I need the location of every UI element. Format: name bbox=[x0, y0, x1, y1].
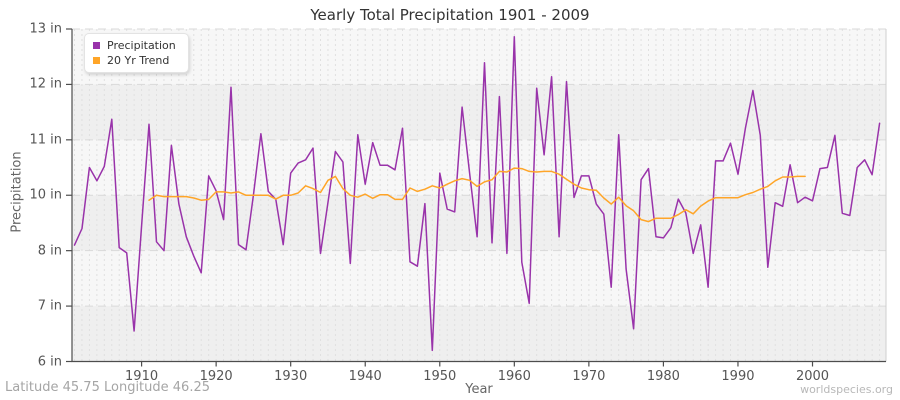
y-tick-label: 13 in bbox=[29, 21, 62, 37]
x-tick-label: 1920 bbox=[199, 369, 233, 384]
trend-swatch-icon bbox=[93, 57, 100, 64]
x-tick-label: 1950 bbox=[423, 369, 457, 384]
watermark-label: worldspecies.org bbox=[800, 383, 893, 396]
x-tick-label: 2000 bbox=[795, 369, 830, 384]
x-tick-label: 1980 bbox=[646, 369, 680, 384]
plot-band bbox=[72, 84, 886, 140]
y-tick-label: 10 in bbox=[29, 187, 62, 203]
precipitation-swatch-icon bbox=[93, 42, 100, 49]
legend-label: 20 Yr Trend bbox=[107, 54, 170, 67]
x-tick-label: 1930 bbox=[274, 369, 308, 384]
legend-item-trend: 20 Yr Trend bbox=[93, 53, 176, 68]
legend-label: Precipitation bbox=[107, 39, 176, 52]
plot-band bbox=[72, 306, 886, 362]
y-tick-label: 6 in bbox=[37, 354, 62, 369]
plot-band bbox=[72, 250, 886, 307]
x-tick-label: 1970 bbox=[572, 369, 606, 384]
y-tick-label: 12 in bbox=[29, 76, 62, 92]
x-tick-label: 1960 bbox=[497, 369, 531, 384]
y-tick-label: 7 in bbox=[37, 298, 62, 314]
legend-box: Precipitation 20 Yr Trend bbox=[84, 33, 189, 73]
coordinates-label: Latitude 45.75 Longitude 46.25 bbox=[5, 380, 210, 395]
precipitation-line bbox=[73, 36, 881, 352]
x-tick-label: 1940 bbox=[348, 369, 382, 384]
x-axis-title: Year bbox=[465, 382, 493, 397]
y-tick-label: 11 in bbox=[29, 132, 62, 148]
chart-title: Yearly Total Precipitation 1901 - 2009 bbox=[310, 6, 590, 24]
legend-item-precipitation: Precipitation bbox=[93, 38, 176, 53]
y-tick-label: 8 in bbox=[37, 243, 62, 259]
x-tick-label: 1990 bbox=[721, 369, 755, 384]
trend-line bbox=[148, 167, 806, 223]
x-tick-label: 1910 bbox=[125, 369, 159, 384]
plot-band bbox=[72, 29, 886, 85]
